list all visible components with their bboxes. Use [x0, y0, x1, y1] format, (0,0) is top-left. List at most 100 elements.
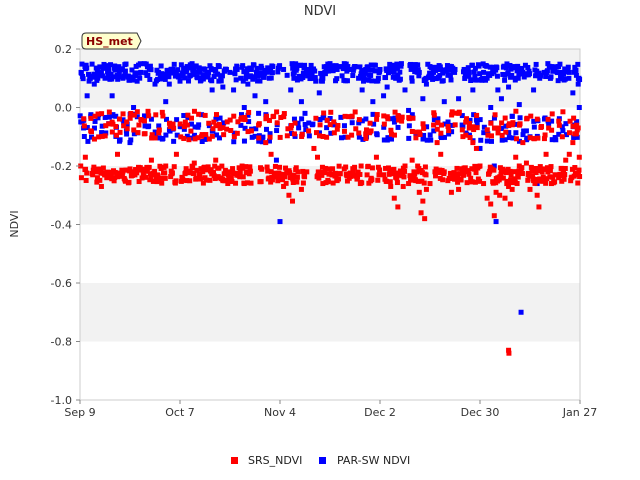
- srs-ndvi-point: [256, 135, 262, 141]
- srs-ndvi-point: [473, 145, 479, 151]
- srs-ndvi-point: [355, 174, 361, 180]
- srs-ndvi-point: [388, 183, 394, 189]
- par-sw-ndvi-point: [509, 72, 515, 78]
- srs-ndvi-point: [344, 178, 350, 184]
- par-sw-ndvi-point: [240, 78, 246, 84]
- par-sw-ndvi-point: [213, 116, 219, 122]
- srs-ndvi-point: [104, 175, 110, 181]
- srs-ndvi-point: [388, 127, 394, 133]
- par-sw-ndvi-point: [416, 73, 422, 79]
- srs-ndvi-point: [122, 178, 128, 184]
- par-sw-ndvi-point: [184, 64, 190, 70]
- par-sw-ndvi-point: [573, 67, 579, 73]
- par-sw-ndvi-point: [196, 65, 202, 71]
- srs-ndvi-point: [363, 131, 369, 137]
- par-sw-ndvi-point: [103, 130, 109, 136]
- srs-ndvi-point: [458, 177, 464, 183]
- par-sw-ndvi-point: [137, 61, 143, 67]
- par-sw-ndvi-point: [84, 65, 90, 71]
- par-sw-ndvi-point: [180, 70, 186, 76]
- srs-ndvi-point: [470, 124, 476, 130]
- par-sw-ndvi-point: [216, 64, 222, 70]
- par-sw-ndvi-point: [416, 69, 422, 75]
- srs-ndvi-point: [449, 109, 455, 115]
- par-sw-ndvi-point: [447, 72, 453, 78]
- par-sw-ndvi-point: [324, 125, 330, 131]
- srs-ndvi-point: [238, 115, 244, 121]
- srs-ndvi-point: [344, 173, 350, 179]
- srs-ndvi-point: [374, 112, 380, 118]
- par-sw-ndvi-point: [306, 66, 312, 72]
- par-sw-ndvi-point: [397, 76, 403, 82]
- srs-ndvi-point: [192, 136, 198, 142]
- par-sw-ndvi-point: [430, 76, 436, 82]
- srs-ndvi-point: [539, 169, 545, 175]
- par-sw-ndvi-point: [174, 117, 180, 123]
- srs-ndvi-point: [97, 177, 103, 183]
- srs-ndvi-point: [537, 176, 543, 182]
- srs-ndvi-point: [331, 130, 337, 136]
- par-sw-ndvi-point: [284, 72, 290, 78]
- par-sw-ndvi-point: [110, 112, 116, 118]
- srs-ndvi-point: [188, 128, 194, 134]
- par-sw-ndvi-point: [95, 75, 101, 81]
- srs-ndvi-point: [552, 172, 558, 178]
- srs-ndvi-point: [488, 201, 494, 207]
- par-sw-ndvi-point: [475, 77, 481, 83]
- srs-ndvi-point: [316, 133, 322, 139]
- par-sw-ndvi-point: [449, 122, 455, 128]
- par-sw-ndvi-point: [243, 72, 249, 78]
- srs-ndvi-point: [566, 130, 572, 136]
- srs-ndvi-point: [399, 118, 405, 124]
- srs-ndvi-point: [574, 122, 580, 128]
- srs-ndvi-point: [431, 112, 437, 118]
- par-sw-ndvi-point: [147, 63, 153, 69]
- srs-ndvi-point: [560, 109, 566, 115]
- srs-ndvi-point: [158, 166, 164, 172]
- par-sw-ndvi-point: [291, 69, 297, 75]
- srs-ndvi-point: [517, 121, 523, 127]
- par-sw-ndvi-point: [515, 75, 521, 81]
- x-tick-label: Jan 27: [562, 406, 597, 419]
- par-sw-ndvi-point: [299, 116, 305, 122]
- par-sw-ndvi-point: [474, 121, 480, 127]
- par-sw-ndvi-point: [220, 84, 226, 90]
- par-sw-ndvi-point: [270, 64, 276, 70]
- srs-ndvi-point: [283, 165, 289, 171]
- srs-ndvi-point: [417, 131, 423, 137]
- par-sw-ndvi-point: [512, 64, 518, 70]
- srs-ndvi-point: [441, 169, 447, 175]
- srs-ndvi-point: [211, 169, 217, 175]
- srs-ndvi-point: [248, 180, 254, 186]
- par-sw-ndvi-point: [527, 71, 533, 77]
- srs-ndvi-point: [216, 165, 222, 171]
- par-sw-ndvi-point: [356, 120, 362, 126]
- par-sw-ndvi-point: [498, 96, 504, 102]
- srs-ndvi-point: [181, 135, 187, 141]
- srs-ndvi-point: [265, 168, 271, 174]
- x-axis: Sep 9 Oct 7 Nov 4 Dec 2 Dec 30 Jan 27: [64, 400, 597, 419]
- srs-ndvi-point: [273, 172, 279, 178]
- par-sw-ndvi-point: [470, 87, 476, 93]
- srs-ndvi-point: [532, 180, 538, 186]
- srs-ndvi-point: [512, 176, 518, 182]
- srs-ndvi-point: [341, 166, 347, 172]
- srs-ndvi-point: [527, 186, 533, 192]
- srs-ndvi-point: [495, 130, 501, 136]
- par-sw-ndvi-point: [357, 64, 363, 70]
- par-sw-ndvi-point: [312, 68, 318, 74]
- par-sw-ndvi-point: [296, 125, 302, 131]
- par-sw-ndvi-point: [493, 219, 499, 225]
- srs-ndvi-point: [536, 168, 542, 174]
- par-sw-ndvi-point: [106, 66, 112, 72]
- par-sw-ndvi-point: [538, 72, 544, 78]
- srs-ndvi-point: [381, 113, 387, 119]
- par-sw-ndvi-point: [393, 75, 399, 81]
- srs-ndvi-point: [140, 170, 146, 176]
- srs-ndvi-point: [106, 121, 112, 127]
- srs-ndvi-point: [98, 183, 104, 189]
- srs-ndvi-point: [268, 169, 274, 175]
- srs-ndvi-point: [413, 135, 419, 141]
- par-sw-ndvi-point: [294, 65, 300, 71]
- srs-ndvi-point: [466, 120, 472, 126]
